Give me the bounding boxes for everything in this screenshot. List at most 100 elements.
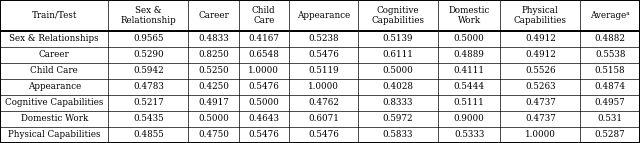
Text: 1.0000: 1.0000 bbox=[525, 130, 556, 139]
Text: 0.5000: 0.5000 bbox=[248, 98, 279, 107]
Bar bbox=[0, 31, 108, 47]
Bar bbox=[108, 79, 188, 95]
Text: Appearance: Appearance bbox=[28, 82, 81, 91]
Text: 0.5111: 0.5111 bbox=[454, 98, 484, 107]
Bar bbox=[0, 79, 108, 95]
Bar bbox=[188, 127, 239, 143]
Bar bbox=[358, 111, 438, 127]
Bar bbox=[358, 31, 438, 47]
Bar bbox=[289, 127, 358, 143]
Bar bbox=[358, 47, 438, 63]
Text: 0.4111: 0.4111 bbox=[454, 66, 484, 75]
Text: 0.5476: 0.5476 bbox=[248, 130, 279, 139]
Bar bbox=[580, 31, 640, 47]
Text: 0.4750: 0.4750 bbox=[198, 130, 229, 139]
Bar bbox=[0, 47, 108, 63]
Text: Train/Test: Train/Test bbox=[31, 11, 77, 20]
Bar bbox=[438, 31, 500, 47]
Bar bbox=[239, 79, 289, 95]
Bar bbox=[108, 95, 188, 111]
Text: Domestic
Work: Domestic Work bbox=[449, 6, 490, 25]
Text: 0.4737: 0.4737 bbox=[525, 98, 556, 107]
Text: 0.4783: 0.4783 bbox=[133, 82, 164, 91]
Text: 0.4912: 0.4912 bbox=[525, 50, 556, 59]
Text: 1.0000: 1.0000 bbox=[248, 66, 279, 75]
Text: 0.5158: 0.5158 bbox=[595, 66, 625, 75]
Text: 0.5290: 0.5290 bbox=[133, 50, 164, 59]
Bar bbox=[289, 0, 358, 31]
Bar bbox=[438, 0, 500, 31]
Bar bbox=[188, 111, 239, 127]
Text: 0.5263: 0.5263 bbox=[525, 82, 556, 91]
Text: 0.5000: 0.5000 bbox=[198, 114, 229, 123]
Text: 0.5000: 0.5000 bbox=[383, 66, 413, 75]
Text: 0.5942: 0.5942 bbox=[133, 66, 164, 75]
Text: 0.4737: 0.4737 bbox=[525, 114, 556, 123]
Bar bbox=[289, 79, 358, 95]
Bar bbox=[108, 63, 188, 79]
Text: 0.4643: 0.4643 bbox=[248, 114, 279, 123]
Text: 0.5526: 0.5526 bbox=[525, 66, 556, 75]
Text: 0.6548: 0.6548 bbox=[248, 50, 279, 59]
Bar bbox=[289, 31, 358, 47]
Bar bbox=[0, 127, 108, 143]
Bar bbox=[289, 63, 358, 79]
Text: 0.5250: 0.5250 bbox=[198, 66, 229, 75]
Bar bbox=[580, 95, 640, 111]
Text: Appearance: Appearance bbox=[297, 11, 350, 20]
Text: 0.4917: 0.4917 bbox=[198, 98, 229, 107]
Bar bbox=[188, 47, 239, 63]
Text: 0.5139: 0.5139 bbox=[383, 34, 413, 43]
Text: 0.5119: 0.5119 bbox=[308, 66, 339, 75]
Bar bbox=[438, 95, 500, 111]
Bar bbox=[239, 0, 289, 31]
Bar bbox=[108, 0, 188, 31]
Text: 0.8250: 0.8250 bbox=[198, 50, 229, 59]
Text: 0.5287: 0.5287 bbox=[595, 130, 625, 139]
Bar bbox=[289, 47, 358, 63]
Bar bbox=[580, 47, 640, 63]
Text: 0.5476: 0.5476 bbox=[248, 82, 279, 91]
Bar bbox=[289, 111, 358, 127]
Bar bbox=[289, 95, 358, 111]
Text: Physical Capabilities: Physical Capabilities bbox=[8, 130, 100, 139]
Bar bbox=[358, 95, 438, 111]
Text: Averageᵃ: Averageᵃ bbox=[590, 11, 630, 20]
Bar bbox=[188, 95, 239, 111]
Text: 0.5435: 0.5435 bbox=[133, 114, 164, 123]
Bar bbox=[239, 47, 289, 63]
Text: Career: Career bbox=[198, 11, 229, 20]
Bar bbox=[438, 79, 500, 95]
Text: Child
Care: Child Care bbox=[252, 6, 276, 25]
Bar bbox=[438, 63, 500, 79]
Bar bbox=[0, 0, 108, 31]
Text: 0.9000: 0.9000 bbox=[454, 114, 484, 123]
Text: 0.4028: 0.4028 bbox=[383, 82, 413, 91]
Bar bbox=[500, 127, 580, 143]
Bar bbox=[108, 31, 188, 47]
Bar bbox=[108, 47, 188, 63]
Text: 0.5972: 0.5972 bbox=[383, 114, 413, 123]
Bar bbox=[358, 79, 438, 95]
Text: 0.5444: 0.5444 bbox=[454, 82, 484, 91]
Bar bbox=[188, 0, 239, 31]
Bar bbox=[580, 111, 640, 127]
Bar bbox=[239, 63, 289, 79]
Bar bbox=[358, 127, 438, 143]
Text: 0.5000: 0.5000 bbox=[454, 34, 484, 43]
Bar bbox=[500, 31, 580, 47]
Text: Cognitive Capabilities: Cognitive Capabilities bbox=[5, 98, 104, 107]
Text: Domestic Work: Domestic Work bbox=[20, 114, 88, 123]
Bar bbox=[188, 79, 239, 95]
Text: 0.4912: 0.4912 bbox=[525, 34, 556, 43]
Text: Career: Career bbox=[39, 50, 70, 59]
Text: 0.5333: 0.5333 bbox=[454, 130, 484, 139]
Bar bbox=[239, 31, 289, 47]
Text: 0.4833: 0.4833 bbox=[198, 34, 229, 43]
Bar bbox=[188, 63, 239, 79]
Bar bbox=[239, 95, 289, 111]
Text: 0.5217: 0.5217 bbox=[133, 98, 164, 107]
Text: 0.6071: 0.6071 bbox=[308, 114, 339, 123]
Text: 0.4855: 0.4855 bbox=[133, 130, 164, 139]
Bar bbox=[188, 31, 239, 47]
